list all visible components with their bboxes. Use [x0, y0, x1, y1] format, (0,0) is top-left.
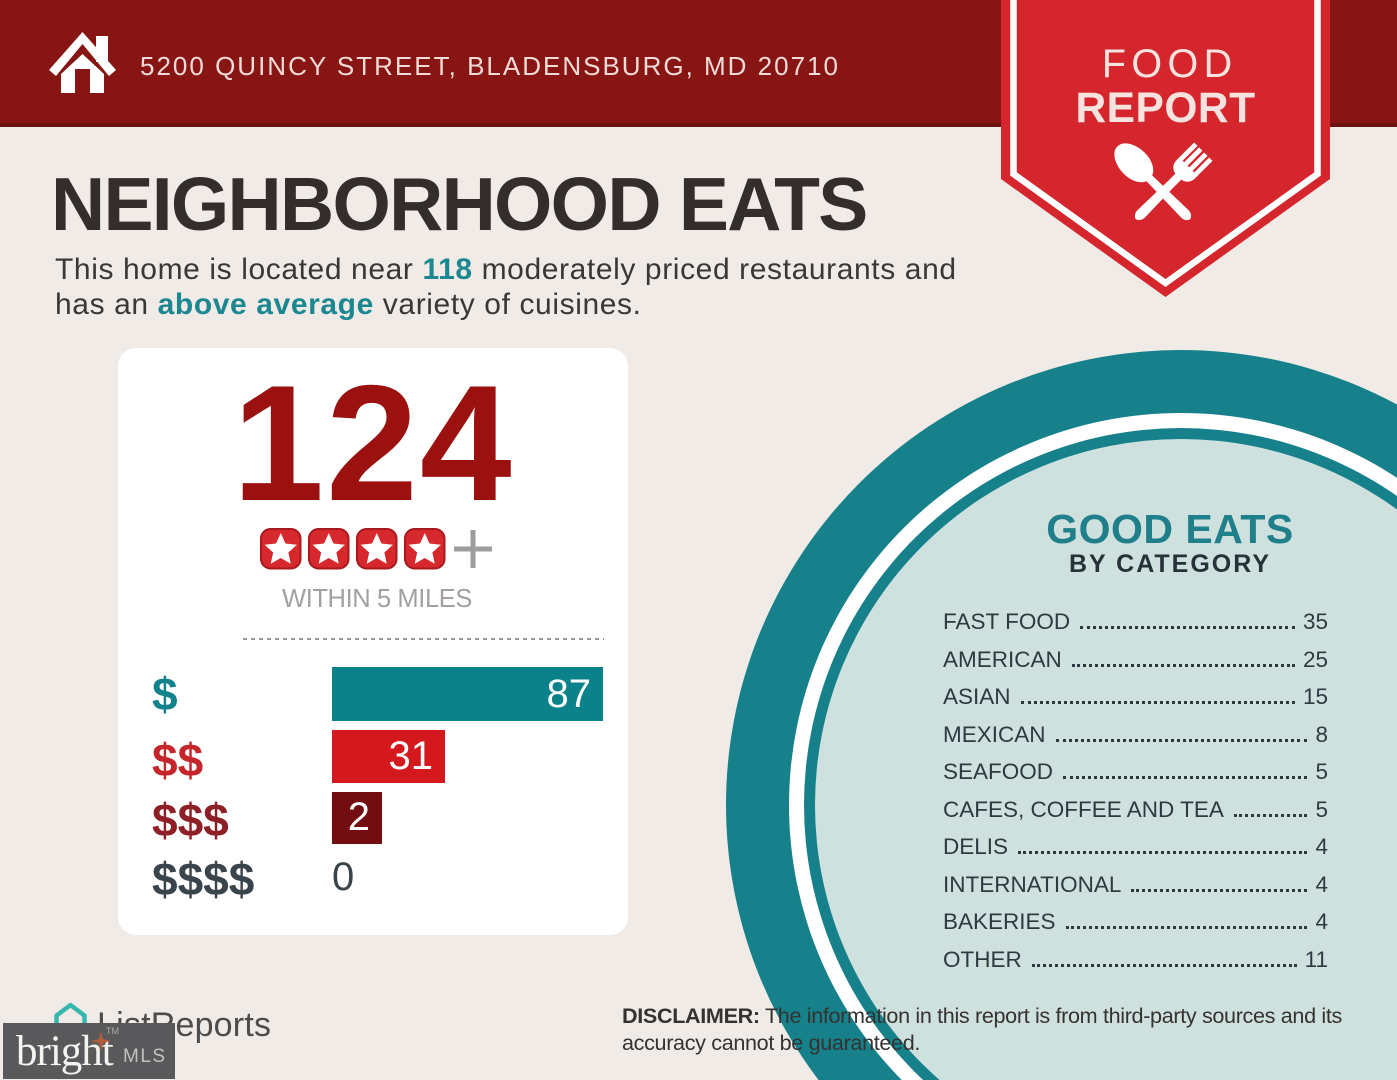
svg-text:REPORT: REPORT	[1075, 85, 1255, 132]
svg-text:FOOD: FOOD	[1102, 42, 1238, 86]
